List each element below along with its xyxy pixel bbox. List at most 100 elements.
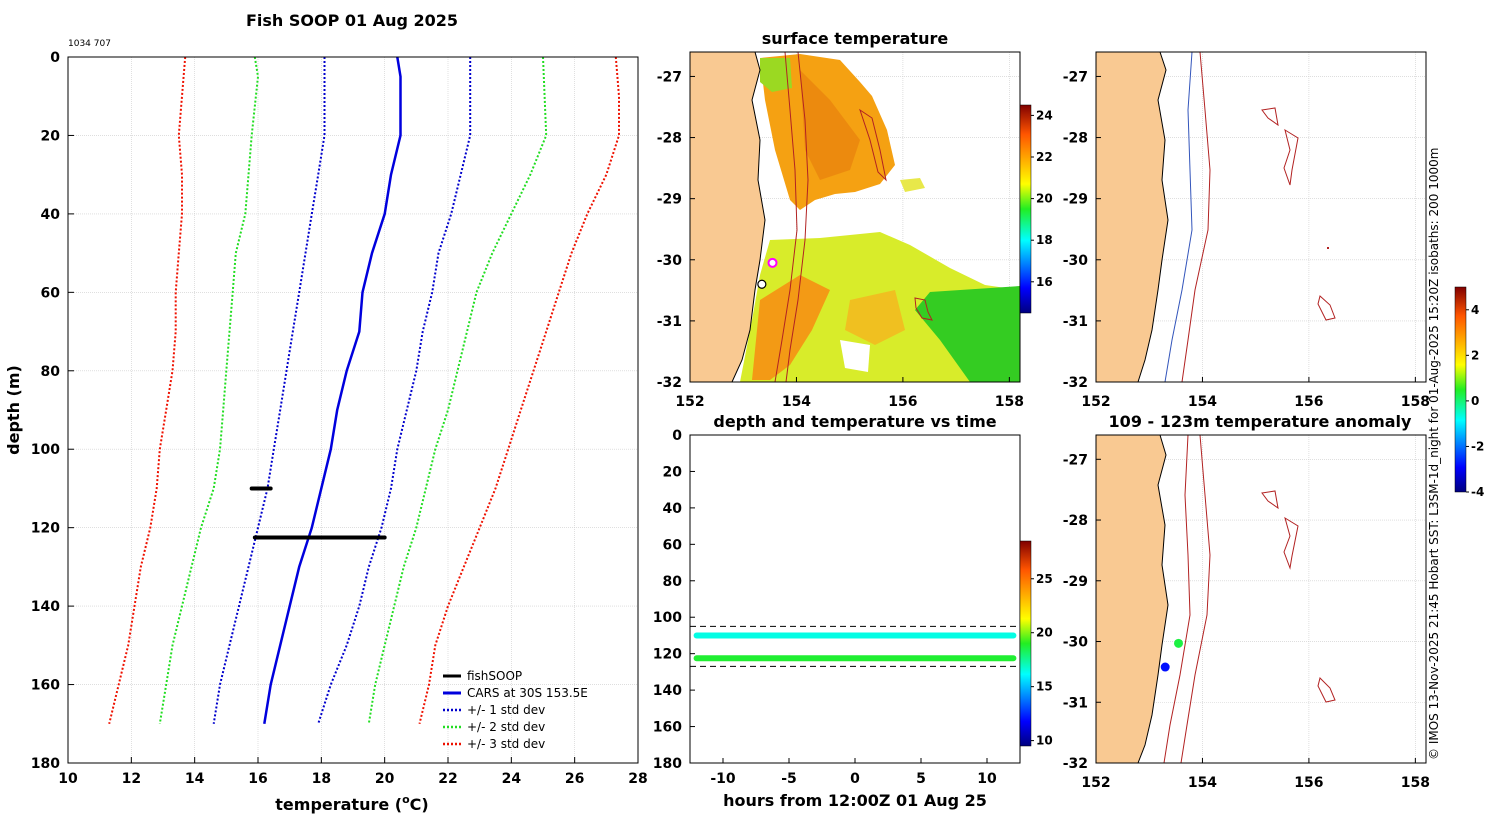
- sst-map-ticks: 152 154 156 158 -27 -28 -29 -30 -31 -32: [657, 69, 1024, 410]
- sst-markers: [757, 257, 778, 289]
- map-ytick-label: -32: [657, 375, 682, 391]
- anomaly-isobath-200: [1163, 435, 1191, 763]
- legend-label: CARS at 30S 153.5E: [467, 686, 588, 700]
- depth-time-series: [693, 632, 1017, 662]
- map-ytick-label: -32: [1063, 375, 1088, 391]
- profile-xtick-label: 22: [438, 771, 457, 787]
- profile-ytick-label: 60: [41, 285, 61, 301]
- sst-yellow-speck: [900, 178, 925, 192]
- sst-field: [740, 54, 1020, 382]
- colorbar-tick-label: 4: [1471, 303, 1479, 317]
- dt-xtick-label: 0: [850, 771, 860, 787]
- isobath-land: [1096, 52, 1169, 382]
- map-ytick-label: -30: [657, 253, 683, 269]
- map-xtick-label: 156: [888, 394, 917, 410]
- map-ytick-label: -31: [1063, 314, 1088, 330]
- sst-land: [690, 52, 766, 382]
- isobath-red-contour: [1181, 52, 1211, 382]
- legend-label: +/- 3 std dev: [467, 737, 545, 751]
- anomaly-seamount-3: [1317, 677, 1336, 703]
- sst-orange-core: [800, 70, 860, 180]
- sst-colorbar-ticks: 24 22 20 18 16: [1031, 108, 1053, 289]
- anomaly-map: 152 154 156 158 -27 -28 -29 -30 -31 -32: [1063, 434, 1430, 791]
- profile-line--1-std: [317, 57, 472, 725]
- legend-label: fishSOOP: [467, 669, 522, 683]
- profile-xtick-label: 10: [58, 771, 78, 787]
- depth-time-colorbar-ticks: 25 20 15 10: [1031, 572, 1053, 748]
- map-ytick-label: -27: [1063, 452, 1088, 468]
- profile-xtick-label: 24: [502, 771, 522, 787]
- map-xtick-label: 154: [1188, 775, 1217, 791]
- sst-cloud-gap: [840, 340, 870, 372]
- map-ytick-label: -29: [1063, 574, 1088, 590]
- profile-xtick-label: 16: [248, 771, 267, 787]
- colorbar-tick-label: 2: [1471, 348, 1479, 362]
- profile-ytick-label: 160: [31, 678, 60, 694]
- dt-ytick-label: 120: [653, 647, 682, 663]
- map-xtick-label: 152: [1081, 394, 1110, 410]
- colorbar-tick-label: 10: [1036, 734, 1053, 748]
- map-xtick-label: 156: [1294, 775, 1323, 791]
- sst-map-title: surface temperature: [762, 29, 949, 48]
- profile-ylabel: depth (m): [4, 365, 23, 455]
- sst-isobath-200: [774, 52, 798, 382]
- colorbar-tick-label: 20: [1036, 192, 1053, 206]
- profile-chart: 10 12 14 16 18 20 22 24 26 28 0 20 40 60 80 100 120 140 16…: [4, 50, 648, 814]
- legend-label: +/- 1 std dev: [467, 703, 545, 717]
- profile-xlabel: temperature (oC): [275, 793, 428, 814]
- profile-ytick-label: 0: [50, 50, 60, 66]
- profile-line--1-std: [212, 57, 326, 724]
- profile-series: [108, 56, 620, 725]
- sst-green-patch-south: [915, 286, 1020, 382]
- isobath-seamount-2: [1283, 128, 1299, 186]
- main-title: Fish SOOP 01 Aug 2025: [246, 11, 458, 30]
- sst-marker-black-circle: [757, 279, 767, 289]
- colorbar-tick-label: 22: [1036, 150, 1053, 164]
- profile-line-cars-at-30s-153-5e: [263, 56, 402, 725]
- profile-ytick-label: 40: [41, 207, 61, 223]
- profile-xtick-label: 18: [312, 771, 331, 787]
- colorbar-tick-label: 0: [1471, 394, 1479, 408]
- profile-ticks: 10 12 14 16 18 20 22 24 26 28 0 20 40 60 80 100 120 140 16…: [31, 50, 648, 787]
- anomaly-isobath-1000: [1180, 435, 1211, 763]
- map-ytick-label: -28: [657, 131, 682, 147]
- anomaly-point: [1174, 638, 1183, 648]
- dt-ytick-label: 180: [653, 756, 682, 772]
- map-ytick-label: -30: [1063, 253, 1089, 269]
- sst-orange-offshore: [845, 290, 905, 345]
- profile-legend: fishSOOP CARS at 30S 153.5E +/- 1 std dev +…: [443, 669, 588, 751]
- side-credit-text: © IMOS 13-Nov-2025 21:45 Hobart SST: L3S…: [1427, 148, 1441, 760]
- dt-xtick-label: 5: [916, 771, 926, 787]
- dt-xtick-label: -5: [781, 771, 797, 787]
- dt-xtick-label: 10: [977, 771, 997, 787]
- map-xtick-label: 154: [782, 394, 811, 410]
- profile-grid: [67, 56, 639, 764]
- map-xtick-label: 158: [1401, 394, 1430, 410]
- depth-time-grid: [690, 625, 1020, 667]
- profile-xtick-label: 12: [122, 771, 141, 787]
- map-ytick-label: -29: [1063, 192, 1088, 208]
- profile-ytick-label: 80: [41, 364, 61, 380]
- map-ytick-label: -29: [657, 192, 682, 208]
- map-ytick-label: -28: [1063, 131, 1088, 147]
- dt-ytick-label: 40: [663, 501, 683, 517]
- isobath-blue-contour: [1164, 52, 1193, 382]
- map-xtick-label: 158: [1401, 775, 1430, 791]
- map-xtick-label: 154: [1188, 394, 1217, 410]
- anomaly-points: [1160, 638, 1183, 672]
- profile-xtick-label: 14: [185, 771, 205, 787]
- depth-time-xlabel: hours from 12:00Z 01 Aug 25: [723, 791, 987, 810]
- profile-xtick-label: 26: [565, 771, 584, 787]
- map-ytick-label: -32: [1063, 756, 1088, 772]
- map-xtick-label: 158: [995, 394, 1024, 410]
- dt-ytick-label: 140: [653, 683, 682, 699]
- isobath-map-ticks: 152 154 156 158 -27 -28 -29 -30 -31 -32: [1063, 69, 1430, 410]
- sst-isobath-1000: [785, 52, 809, 382]
- profile-ytick-label: 140: [31, 599, 60, 615]
- anomaly-colorbar-ticks: 4 2 0 -2 -4: [1466, 303, 1484, 499]
- dt-ytick-label: 0: [672, 428, 682, 444]
- profile-ytick-label: 120: [31, 521, 60, 537]
